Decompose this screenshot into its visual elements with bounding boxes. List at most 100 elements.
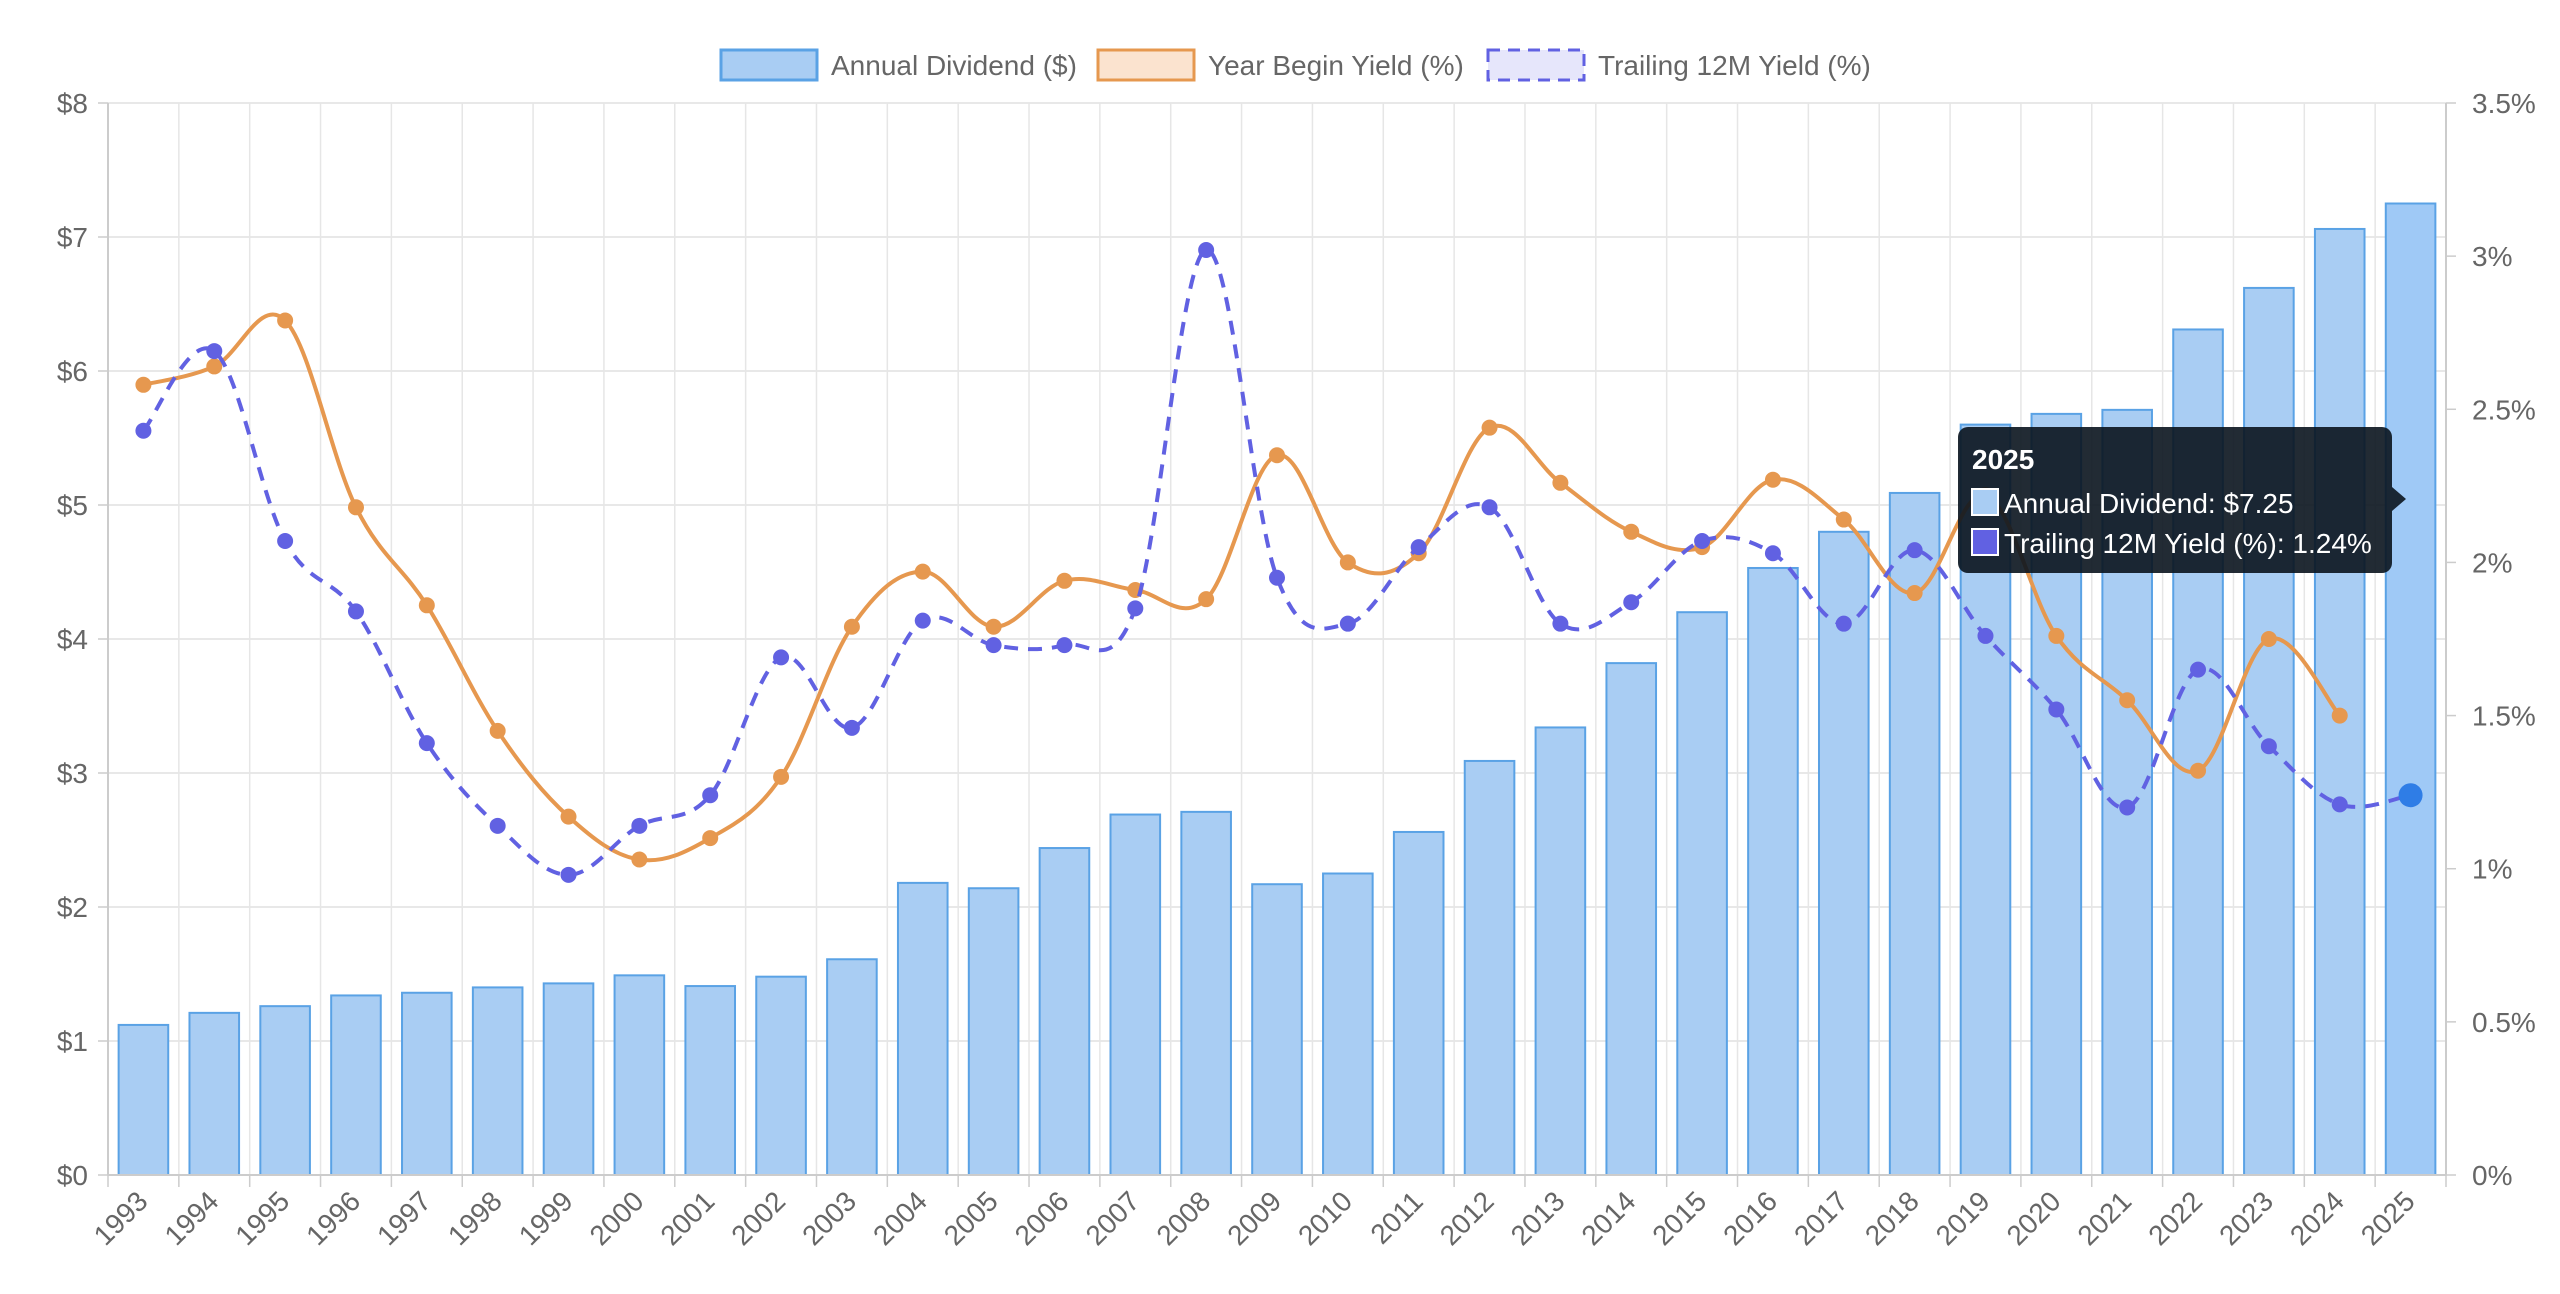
x-tick-label: 2017 [1788,1185,1854,1251]
bar [1109,813,1162,1176]
bar [967,887,1020,1176]
trailing-yield-point [1127,600,1144,617]
grid [107,102,2447,1176]
x-tick-label: 2025 [2355,1185,2421,1251]
left-tick-label: $1 [57,1026,88,1057]
year-begin-yield-point [1623,523,1640,540]
bar [826,958,878,1177]
x-tick-label: 1999 [513,1185,579,1251]
trailing-yield-point [1906,542,1923,559]
left-tick-label: $7 [57,222,88,253]
bar [755,975,807,1176]
left-tick-label: $4 [57,624,88,655]
right-tick-label: 3.5% [2472,88,2536,119]
trailing-yield-point [1198,242,1215,259]
legend-swatch [1486,48,1586,82]
trailing-yield-point [1410,539,1427,556]
x-tick-label: 1993 [88,1185,154,1251]
x-tick-label: 2010 [1292,1185,1358,1251]
right-tick-label: 2.5% [2472,394,2536,425]
trailing-yield-point [631,817,648,834]
left-tick-label: $0 [57,1160,88,1191]
right-tick-label: 0% [2472,1160,2512,1191]
trailing-yield-point [489,817,506,834]
bar [259,1005,311,1176]
right-tick-label: 0.5% [2472,1007,2536,1038]
bar-series [117,202,2437,1177]
bar [2243,286,2295,1177]
trailing-yield-point [914,612,931,629]
bar [2384,202,2437,1176]
legend-label: Year Begin Yield (%) [1208,50,1464,81]
bar [401,991,453,1177]
trailing-yield-point [135,422,152,439]
trailing-yield-point [843,719,860,736]
x-tick-label: 2016 [1717,1185,1783,1251]
trailing-yield-point [1481,499,1498,516]
legend-swatch [1096,48,1196,82]
year-begin-yield-point [914,563,931,580]
year-begin-yield-point [631,851,648,868]
x-tick-label: 1994 [159,1185,225,1251]
x-tick-label: 2013 [1505,1185,1571,1251]
trailing-yield-point [206,343,223,360]
bar [1676,611,1728,1176]
left-tick-label: $6 [57,356,88,387]
trailing-yield-point [347,603,364,620]
bar [1180,810,1232,1176]
trailing-yield-point [985,637,1002,654]
year-begin-yield-point [2119,692,2136,709]
year-begin-yield-point [560,808,577,825]
tooltip-line: Annual Dividend: $7.25 [2004,488,2294,519]
x-tick-label: 1997 [371,1185,437,1251]
bar [1534,726,1587,1176]
left-tick-label: $3 [57,758,88,789]
year-begin-yield-point [135,376,152,393]
year-begin-yield-point [843,618,860,635]
trailing-yield-point [2119,799,2136,816]
bar [1322,872,1374,1176]
year-begin-yield-point [1339,554,1356,571]
x-tick-label: 1998 [442,1185,508,1251]
x-tick-label: 2018 [1859,1185,1925,1251]
trailing-yield-point [1835,615,1852,632]
bar [2313,227,2366,1176]
year-begin-yield-point [1056,572,1073,589]
trailing-yield-point [2190,661,2207,678]
x-tick-label: 2009 [1221,1185,1287,1251]
trailing-yield-point [1623,594,1640,611]
bar [1888,491,1941,1176]
trailing-yield-point [277,532,294,549]
trailing-yield-point [1764,545,1781,562]
x-tick-label: 2012 [1434,1185,1500,1251]
legend: Annual Dividend ($) Year Begin Yield (%) T… [719,48,1871,82]
x-tick-label: 1996 [300,1185,366,1251]
year-begin-yield-point [985,618,1002,635]
year-begin-yield-point [702,830,719,847]
x-tick-label: 2015 [1646,1185,1712,1251]
year-begin-yield-point [277,312,294,329]
tooltip-swatch [1971,528,1999,556]
year-begin-yield-point [1835,511,1852,528]
legend-swatch [719,48,819,82]
bar [1605,662,1658,1176]
year-begin-yield-point [206,358,223,375]
right-tick-label: 1% [2472,854,2512,885]
tooltip-swatch [1971,488,1999,516]
trailing-yield-point [1694,532,1711,549]
x-tick-label: 2005 [938,1185,1004,1251]
trailing-yield-point [2048,701,2065,718]
x-tick-label: 2023 [2213,1185,2279,1251]
right-tick-label: 3% [2472,241,2512,272]
trailing-yield-point [702,787,719,804]
legend-label: Trailing 12M Yield (%) [1598,50,1871,81]
x-tick-label: 2020 [2001,1185,2067,1251]
x-tick-label: 2011 [1364,1185,1429,1250]
x-tick-label: 2021 [2071,1185,2137,1251]
right-tick-label: 2% [2472,547,2512,578]
legend-label: Annual Dividend ($) [831,50,1077,81]
year-begin-yield-point [1764,471,1781,488]
year-begin-yield-point [2048,627,2065,644]
left-tick-label: $2 [57,892,88,923]
